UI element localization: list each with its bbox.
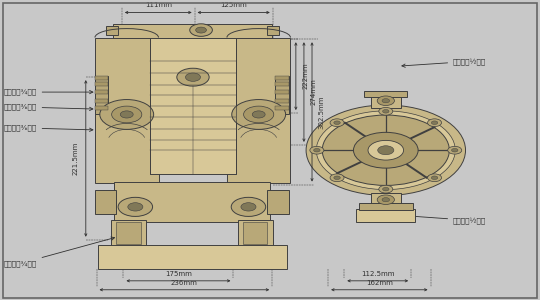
Bar xyxy=(275,76,289,80)
Text: 气源进口⅜英寸: 气源进口⅜英寸 xyxy=(3,104,93,111)
Circle shape xyxy=(241,203,256,211)
Text: 302.5mm: 302.5mm xyxy=(319,95,325,129)
Text: 112.5mm: 112.5mm xyxy=(361,271,395,277)
Text: 222mm: 222mm xyxy=(302,63,308,89)
Bar xyxy=(267,190,289,214)
Bar xyxy=(95,76,109,80)
Bar xyxy=(117,222,141,244)
Circle shape xyxy=(252,111,265,118)
Circle shape xyxy=(377,195,394,205)
Text: 流体出口½英寸: 流体出口½英寸 xyxy=(402,58,487,67)
Circle shape xyxy=(190,24,212,36)
Text: 流体进口¾英寸: 流体进口¾英寸 xyxy=(3,237,114,267)
Bar xyxy=(371,96,401,108)
Bar xyxy=(275,82,289,86)
Circle shape xyxy=(330,174,344,182)
Bar xyxy=(95,90,109,94)
Bar xyxy=(371,193,401,204)
Circle shape xyxy=(330,119,344,127)
Text: 气源出口⅜英寸: 气源出口⅜英寸 xyxy=(3,124,93,131)
Circle shape xyxy=(195,27,206,33)
Bar xyxy=(95,38,159,183)
Text: 111mm: 111mm xyxy=(145,2,172,8)
Bar xyxy=(98,245,287,269)
Circle shape xyxy=(448,146,462,154)
Circle shape xyxy=(120,111,133,118)
Bar xyxy=(267,26,279,34)
Bar xyxy=(356,209,415,222)
Bar xyxy=(359,203,413,210)
Bar xyxy=(364,91,407,97)
Text: 流体出口¾英寸: 流体出口¾英寸 xyxy=(3,89,93,95)
Circle shape xyxy=(382,110,389,113)
Circle shape xyxy=(231,197,266,216)
Circle shape xyxy=(177,68,209,86)
Bar xyxy=(95,76,109,114)
Circle shape xyxy=(112,106,142,123)
Circle shape xyxy=(431,176,438,179)
Bar xyxy=(275,99,289,103)
Text: 162mm: 162mm xyxy=(366,280,393,286)
Circle shape xyxy=(379,107,393,115)
Circle shape xyxy=(185,73,200,81)
Circle shape xyxy=(314,148,320,152)
Circle shape xyxy=(428,119,442,127)
Circle shape xyxy=(382,99,389,103)
Ellipse shape xyxy=(306,105,465,196)
Bar xyxy=(106,26,118,34)
Circle shape xyxy=(382,198,389,202)
Bar xyxy=(227,38,291,183)
Bar xyxy=(275,106,289,110)
Bar xyxy=(238,220,273,246)
Text: 175mm: 175mm xyxy=(165,271,192,277)
Circle shape xyxy=(428,174,442,182)
Bar xyxy=(111,220,146,246)
Bar xyxy=(243,222,267,244)
Bar xyxy=(151,38,235,174)
Circle shape xyxy=(232,100,286,129)
Text: 221.5mm: 221.5mm xyxy=(72,142,78,175)
Text: 流体进口½英寸: 流体进口½英寸 xyxy=(402,214,487,224)
Circle shape xyxy=(334,121,340,124)
Circle shape xyxy=(118,197,153,216)
Circle shape xyxy=(244,106,274,123)
Circle shape xyxy=(379,185,393,193)
Circle shape xyxy=(451,148,458,152)
Circle shape xyxy=(100,100,154,129)
Bar xyxy=(95,99,109,103)
Text: 125mm: 125mm xyxy=(220,2,247,8)
Circle shape xyxy=(322,115,449,185)
Circle shape xyxy=(368,140,403,160)
Circle shape xyxy=(334,176,340,179)
Bar xyxy=(95,106,109,110)
Circle shape xyxy=(354,132,418,168)
Circle shape xyxy=(310,146,324,154)
Circle shape xyxy=(377,96,394,106)
Circle shape xyxy=(377,146,394,155)
Text: 236mm: 236mm xyxy=(171,280,198,286)
Ellipse shape xyxy=(316,111,455,190)
Bar xyxy=(275,76,289,114)
Circle shape xyxy=(382,188,389,191)
Bar xyxy=(95,82,109,86)
Bar xyxy=(114,182,270,222)
Bar xyxy=(275,90,289,94)
Circle shape xyxy=(431,121,438,124)
Text: 274mm: 274mm xyxy=(310,79,316,106)
Bar xyxy=(95,190,117,214)
Circle shape xyxy=(128,203,143,211)
Bar xyxy=(113,23,272,38)
